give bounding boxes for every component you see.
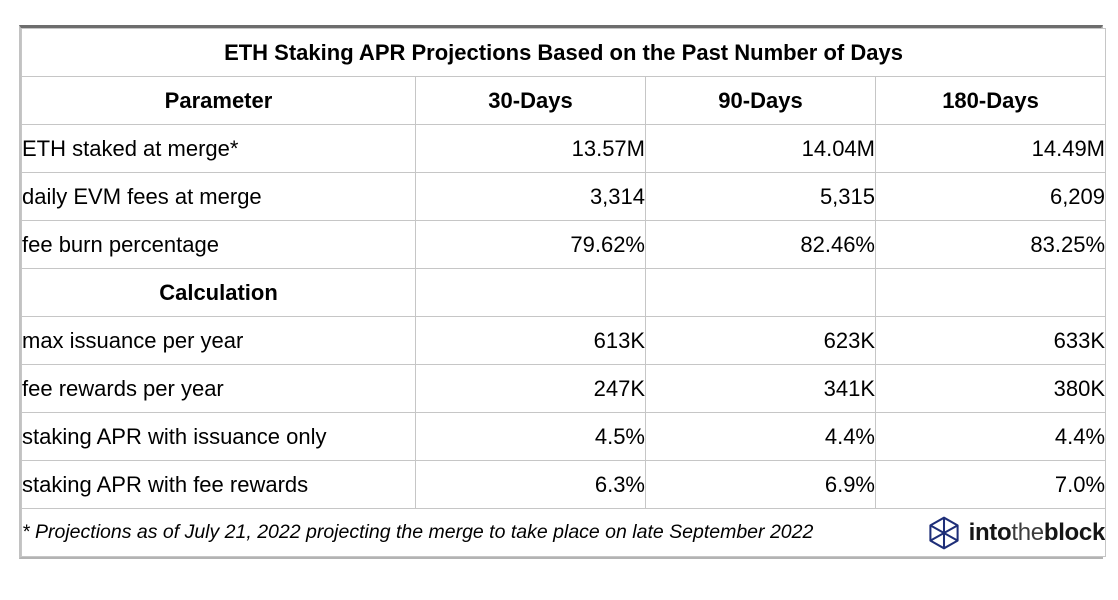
cell-180-days: 6,209 bbox=[874, 172, 1107, 221]
section-header: Calculation bbox=[21, 268, 416, 317]
wordmark-block: block bbox=[1043, 518, 1106, 546]
table-title-row: ETH Staking APR Projections Based on the… bbox=[20, 28, 1107, 77]
empty-cell bbox=[874, 268, 1107, 317]
table-section-row: Calculation bbox=[21, 268, 1107, 317]
cell-180-days: 14.49M bbox=[874, 124, 1107, 173]
empty-cell bbox=[415, 268, 646, 317]
cell-90-days: 341K bbox=[645, 364, 876, 413]
row-label: staking APR with fee rewards bbox=[21, 460, 416, 509]
cell-90-days: 6.9% bbox=[645, 460, 876, 509]
cell-180-days: 380K bbox=[874, 364, 1107, 413]
cell-180-days: 83.25% bbox=[874, 220, 1107, 269]
page-title: ETH Staking APR Projections Based on the… bbox=[20, 28, 1107, 77]
cell-180-days: 4.4% bbox=[874, 412, 1107, 461]
col-header-90-days: 90-Days bbox=[645, 76, 876, 125]
footnote: * Projections as of July 21, 2022 projec… bbox=[22, 521, 814, 543]
row-label: fee rewards per year bbox=[21, 364, 416, 413]
cell-90-days: 82.46% bbox=[645, 220, 876, 269]
cell-90-days: 5,315 bbox=[645, 172, 876, 221]
table-row: fee rewards per year 247K 341K 380K bbox=[21, 364, 1107, 413]
cell-30-days: 13.57M bbox=[415, 124, 646, 173]
table-row: daily EVM fees at merge 3,314 5,315 6,20… bbox=[21, 172, 1107, 221]
cell-180-days: 633K bbox=[874, 316, 1107, 365]
wordmark-the: the bbox=[1011, 518, 1044, 546]
cell-30-days: 6.3% bbox=[415, 460, 646, 509]
table-footer-row: * Projections as of July 21, 2022 projec… bbox=[20, 508, 1107, 557]
row-label: staking APR with issuance only bbox=[21, 412, 416, 461]
col-header-30-days: 30-Days bbox=[415, 76, 646, 125]
cell-30-days: 4.5% bbox=[415, 412, 646, 461]
table-header-row: Parameter 30-Days 90-Days 180-Days bbox=[21, 76, 1107, 125]
cell-90-days: 623K bbox=[645, 316, 876, 365]
cell-30-days: 613K bbox=[415, 316, 646, 365]
row-label: max issuance per year bbox=[21, 316, 416, 365]
col-header-parameter: Parameter bbox=[21, 76, 416, 125]
row-label: fee burn percentage bbox=[21, 220, 416, 269]
brand-logo: intotheblock bbox=[927, 516, 1105, 550]
cell-180-days: 7.0% bbox=[874, 460, 1107, 509]
table-row-highlighted: staking APR with fee rewards 6.3% 6.9% 7… bbox=[21, 460, 1107, 509]
row-label: daily EVM fees at merge bbox=[21, 172, 416, 221]
col-header-180-days: 180-Days bbox=[874, 76, 1107, 125]
cell-90-days: 14.04M bbox=[645, 124, 876, 173]
projection-table: ETH Staking APR Projections Based on the… bbox=[19, 25, 1107, 559]
empty-cell bbox=[645, 268, 876, 317]
table-row: ETH staked at merge* 13.57M 14.04M 14.49… bbox=[21, 124, 1107, 173]
cell-30-days: 3,314 bbox=[415, 172, 646, 221]
table-row: fee burn percentage 79.62% 82.46% 83.25% bbox=[21, 220, 1107, 269]
table-row: max issuance per year 613K 623K 633K bbox=[21, 316, 1107, 365]
wordmark-into: into bbox=[968, 518, 1012, 546]
brand-wordmark: intotheblock bbox=[969, 519, 1105, 547]
cell-30-days: 79.62% bbox=[415, 220, 646, 269]
table-row: staking APR with issuance only 4.5% 4.4%… bbox=[21, 412, 1107, 461]
cell-90-days: 4.4% bbox=[645, 412, 876, 461]
intotheblock-cube-icon bbox=[927, 516, 961, 550]
cell-30-days: 247K bbox=[415, 364, 646, 413]
row-label: ETH staked at merge* bbox=[21, 124, 416, 173]
